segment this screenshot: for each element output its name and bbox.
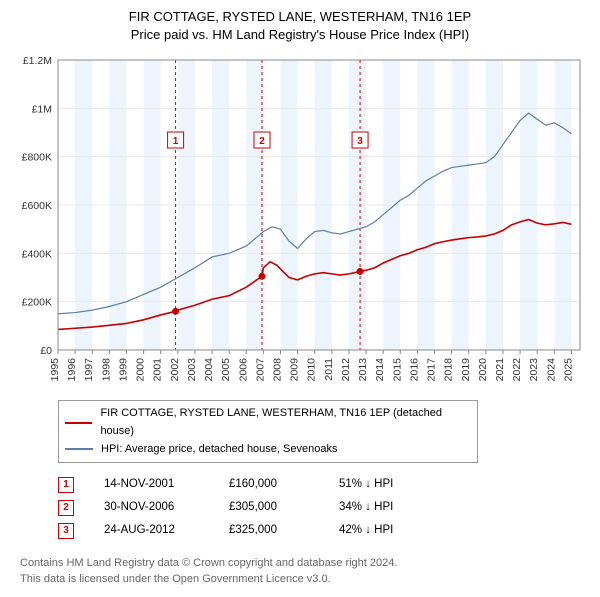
- legend-label: FIR COTTAGE, RYSTED LANE, WESTERHAM, TN1…: [100, 405, 471, 440]
- sale-date: 24-AUG-2012: [104, 519, 199, 542]
- chart-svg: £0 £200K £400K £600K £800K £1M £1.2M 1 2 3 1995 199…: [10, 50, 590, 390]
- svg-text:£0: £0: [40, 345, 52, 357]
- svg-text:2009: 2009: [289, 358, 301, 382]
- footer-line1: Contains HM Land Registry data © Crown c…: [20, 556, 590, 571]
- footer-note: Contains HM Land Registry data © Crown c…: [20, 556, 590, 587]
- footer-line2: This data is licensed under the Open Gov…: [20, 572, 590, 587]
- svg-text:2003: 2003: [186, 358, 198, 382]
- svg-text:£400K: £400K: [22, 249, 52, 261]
- legend-swatch: [65, 448, 93, 450]
- sale-diff: 51% ↓ HPI: [339, 473, 429, 496]
- sale-diff: 34% ↓ HPI: [339, 496, 429, 519]
- sales-row: 1 14-NOV-2001 £160,000 51% ↓ HPI: [58, 473, 590, 496]
- sale-date: 14-NOV-2001: [104, 473, 199, 496]
- sales-row: 3 24-AUG-2012 £325,000 42% ↓ HPI: [58, 519, 590, 542]
- chart-title: FIR COTTAGE, RYSTED LANE, WESTERHAM, TN1…: [10, 8, 590, 26]
- legend-label: HPI: Average price, detached house, Seve…: [101, 441, 337, 459]
- svg-text:2011: 2011: [323, 358, 335, 381]
- svg-text:2014: 2014: [374, 358, 386, 382]
- svg-text:2010: 2010: [306, 358, 318, 382]
- svg-text:2002: 2002: [169, 358, 181, 382]
- svg-text:2012: 2012: [340, 358, 352, 382]
- sales-table: 1 14-NOV-2001 £160,000 51% ↓ HPI 2 30-NOV-200…: [58, 473, 590, 542]
- svg-text:2000: 2000: [135, 358, 147, 382]
- svg-text:£1M: £1M: [32, 104, 52, 116]
- sale-price: £325,000: [229, 519, 309, 542]
- svg-text:2005: 2005: [220, 358, 232, 382]
- svg-text:2016: 2016: [408, 358, 420, 382]
- svg-text:2001: 2001: [152, 358, 164, 382]
- svg-text:£1.2M: £1.2M: [23, 55, 52, 67]
- svg-text:£800K: £800K: [22, 152, 52, 164]
- svg-text:2007: 2007: [254, 358, 266, 382]
- svg-text:2017: 2017: [426, 358, 438, 382]
- svg-text:2018: 2018: [443, 358, 455, 382]
- sales-row: 2 30-NOV-2006 £305,000 34% ↓ HPI: [58, 496, 590, 519]
- legend-item: HPI: Average price, detached house, Seve…: [65, 441, 471, 459]
- svg-text:2008: 2008: [271, 358, 283, 382]
- svg-text:1997: 1997: [83, 358, 95, 382]
- svg-text:£600K: £600K: [22, 200, 52, 212]
- svg-text:1999: 1999: [117, 358, 129, 382]
- sale-marker-badge: 2: [58, 500, 74, 516]
- legend-item: FIR COTTAGE, RYSTED LANE, WESTERHAM, TN1…: [65, 405, 471, 440]
- svg-text:2021: 2021: [494, 358, 506, 382]
- svg-text:2023: 2023: [528, 358, 540, 382]
- svg-text:2019: 2019: [460, 358, 472, 382]
- sale-marker-badge: 3: [58, 523, 74, 539]
- svg-text:£200K: £200K: [22, 297, 52, 309]
- svg-text:2: 2: [259, 136, 265, 147]
- svg-text:3: 3: [357, 136, 363, 147]
- svg-text:2004: 2004: [203, 358, 215, 382]
- legend-box: FIR COTTAGE, RYSTED LANE, WESTERHAM, TN1…: [58, 400, 478, 463]
- svg-text:2013: 2013: [357, 358, 369, 382]
- svg-text:1: 1: [173, 136, 179, 147]
- legend-swatch: [65, 422, 92, 424]
- chart-container: FIR COTTAGE, RYSTED LANE, WESTERHAM, TN1…: [0, 0, 600, 597]
- sale-date: 30-NOV-2006: [104, 496, 199, 519]
- sale-diff: 42% ↓ HPI: [339, 519, 429, 542]
- svg-text:2024: 2024: [545, 358, 557, 382]
- svg-text:2022: 2022: [511, 358, 523, 382]
- svg-text:1998: 1998: [100, 358, 112, 382]
- svg-text:1996: 1996: [66, 358, 78, 382]
- sale-price: £305,000: [229, 496, 309, 519]
- svg-text:2025: 2025: [562, 358, 574, 382]
- svg-text:1995: 1995: [49, 358, 61, 382]
- sale-marker-badge: 1: [58, 477, 74, 493]
- svg-text:2020: 2020: [477, 358, 489, 382]
- sale-price: £160,000: [229, 473, 309, 496]
- chart-subtitle: Price paid vs. HM Land Registry's House …: [10, 26, 590, 44]
- plot-area: £0 £200K £400K £600K £800K £1M £1.2M 1 2 3 1995 199…: [10, 50, 590, 390]
- svg-text:2015: 2015: [391, 358, 403, 382]
- svg-text:2006: 2006: [237, 358, 249, 382]
